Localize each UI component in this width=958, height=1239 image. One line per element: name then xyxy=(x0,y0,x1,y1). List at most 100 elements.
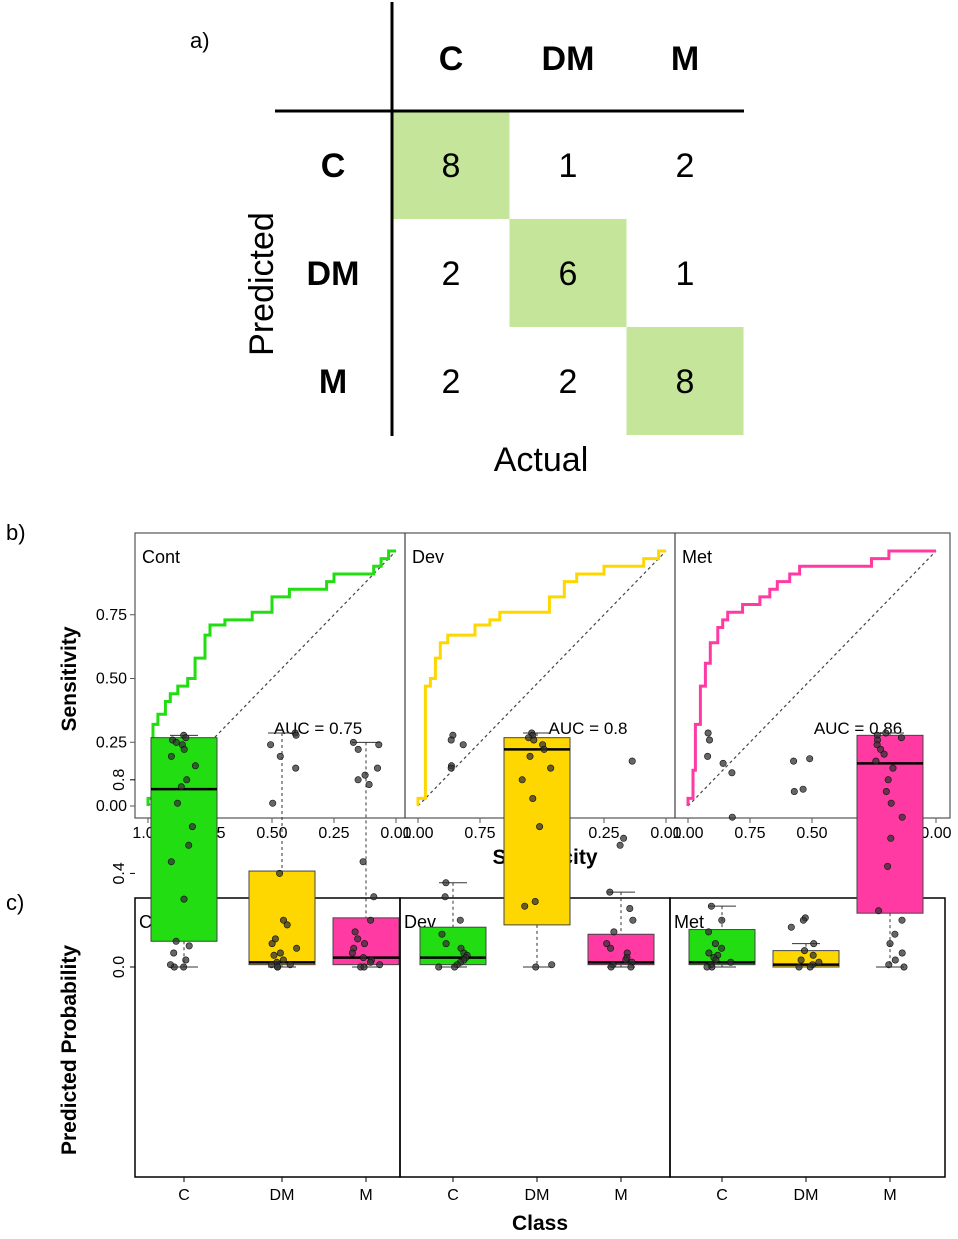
box-data-point xyxy=(354,776,362,784)
box-data-point xyxy=(276,752,284,760)
box-data-point xyxy=(447,764,455,772)
box-data-point xyxy=(620,834,628,842)
roc-curve-dev xyxy=(416,549,666,806)
box-data-point xyxy=(607,944,615,952)
box-data-point xyxy=(267,741,275,749)
box-data-point xyxy=(626,904,634,912)
box-data-point xyxy=(293,944,301,952)
box-data-point xyxy=(797,956,805,964)
box-data-point xyxy=(882,787,890,795)
box-data-point xyxy=(359,858,367,866)
box-data-point xyxy=(268,940,276,948)
box-data-point xyxy=(438,930,446,938)
box-data-point xyxy=(718,944,726,952)
roc-x-tick-label: 0.00 xyxy=(650,825,681,842)
box-data-point xyxy=(518,776,526,784)
roc-x-tick-label: 0.75 xyxy=(734,825,765,842)
box-data-point xyxy=(351,928,359,936)
box-data-point xyxy=(885,961,893,969)
roc-curve-met xyxy=(686,549,936,806)
box-data-point xyxy=(548,961,556,969)
box-data-point xyxy=(167,858,175,866)
box-data-point xyxy=(447,736,455,744)
box-data-point xyxy=(884,862,892,870)
box-data-point xyxy=(180,963,188,971)
box-data-point xyxy=(886,940,894,948)
roc-x-tick-label: 0.25 xyxy=(588,825,619,842)
box-data-point xyxy=(185,841,193,849)
cm-row-header: C xyxy=(321,147,346,185)
box-data-point xyxy=(270,951,278,959)
box-data-point xyxy=(188,823,196,831)
box-data-point xyxy=(167,961,175,969)
box-data-point xyxy=(177,783,185,791)
box-data-point xyxy=(728,813,736,821)
roc-curves: Cont AUC = 0.75 1.00 0.75 0.50 0.25 0.00 Dev AUC… xyxy=(96,532,952,842)
box-data-point xyxy=(704,752,712,760)
box-data-point xyxy=(354,745,362,753)
box-data-point xyxy=(442,940,450,948)
box-data-point xyxy=(884,776,892,784)
box-data-point xyxy=(787,923,795,931)
box-data-point xyxy=(707,902,715,910)
box-met-m xyxy=(856,734,924,914)
box-data-point xyxy=(703,963,711,971)
cm-cell-value: 1 xyxy=(676,255,695,293)
box-data-point xyxy=(279,956,287,964)
box-data-point xyxy=(365,780,373,788)
box-data-point xyxy=(459,741,467,749)
box-data-point xyxy=(273,963,281,971)
cm-cell-value: 2 xyxy=(676,147,695,185)
box-data-point xyxy=(182,956,190,964)
roc-x-tick-label: 0.00 xyxy=(920,825,951,842)
box-x-tick-label: C xyxy=(447,1187,459,1204)
box-data-point xyxy=(532,963,540,971)
roc-y-tick-label: 0.75 xyxy=(96,607,127,624)
box-data-point xyxy=(877,745,885,753)
roc-facet-label: Cont xyxy=(142,547,180,567)
cm-row-axis-label: Predicted xyxy=(243,212,281,356)
box-facet-label: Met xyxy=(674,912,704,932)
box-y-axis-title: Predicted Probability xyxy=(58,945,81,1155)
box-data-point xyxy=(375,741,383,749)
cm-cell-value: 8 xyxy=(676,363,695,401)
roc-y-tick-label: 0.00 xyxy=(96,798,127,815)
box-panel-frame xyxy=(669,897,946,1178)
box-data-point xyxy=(370,893,378,901)
roc-y-tick-label: 0.50 xyxy=(96,671,127,688)
box-data-point xyxy=(456,916,464,924)
box-data-point xyxy=(610,928,618,936)
box-data-point xyxy=(172,937,180,945)
roc-facet-label: Dev xyxy=(412,547,444,567)
box-data-point xyxy=(607,963,615,971)
roc-x-tick-label: 0.00 xyxy=(380,825,411,842)
box-data-point xyxy=(191,762,199,770)
box-data-point xyxy=(536,823,544,831)
box-data-point xyxy=(279,916,287,924)
cm-cell-value: 1 xyxy=(559,147,578,185)
box-data-point xyxy=(182,734,190,742)
box-y-tick-label: 0.8 xyxy=(111,769,128,791)
box-x-tick-label: DM xyxy=(525,1187,550,1204)
box-data-point xyxy=(799,916,807,924)
box-data-point xyxy=(376,961,384,969)
box-dev-c xyxy=(419,926,487,966)
box-data-point xyxy=(887,799,895,807)
box-data-point xyxy=(880,750,888,758)
box-data-point xyxy=(292,764,300,772)
box-data-point xyxy=(172,738,180,746)
cm-column-header: C xyxy=(439,40,464,78)
box-data-point xyxy=(727,958,735,966)
box-data-point xyxy=(810,940,818,948)
box-data-point xyxy=(348,949,356,957)
box-data-point xyxy=(627,963,635,971)
box-data-point xyxy=(361,771,369,779)
cm-cell-value: 2 xyxy=(442,255,461,293)
box-data-point xyxy=(629,916,637,924)
box-data-point xyxy=(719,759,727,767)
cm-cell-value: 2 xyxy=(559,363,578,401)
cm-column-header: DM xyxy=(542,40,595,78)
box-data-point xyxy=(170,949,178,957)
box-data-point xyxy=(790,787,798,795)
